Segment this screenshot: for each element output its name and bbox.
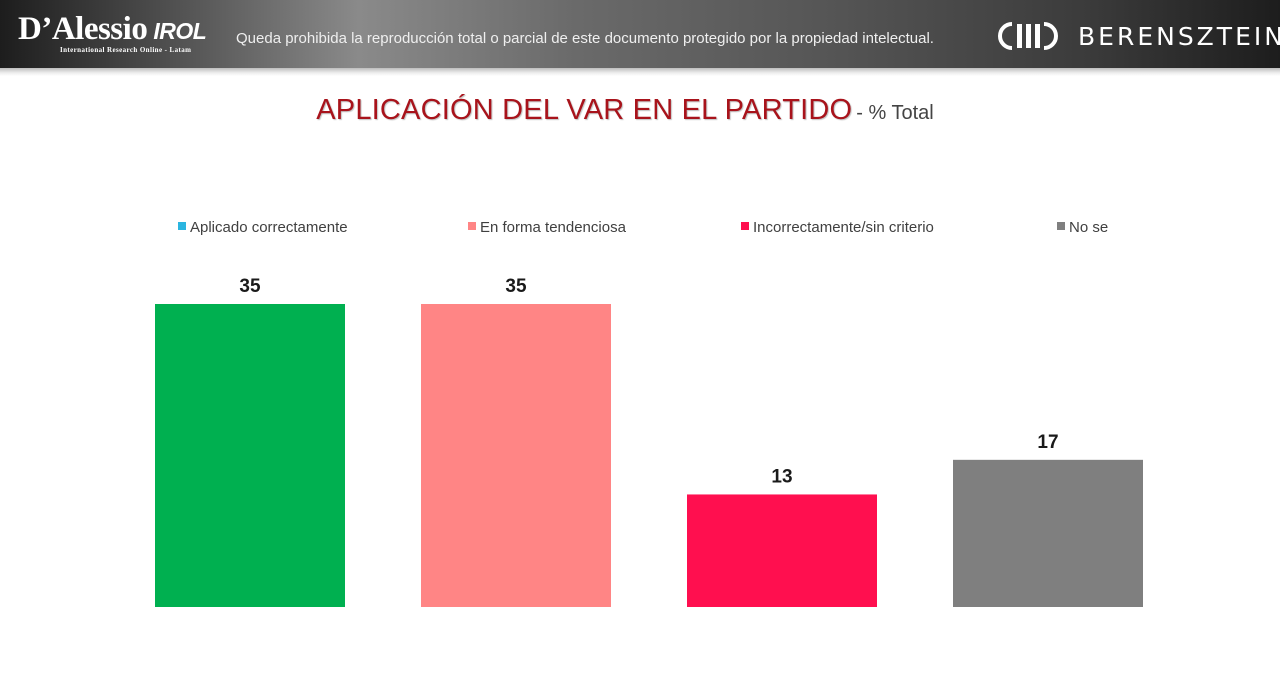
legend-swatch bbox=[178, 222, 186, 230]
bar bbox=[953, 459, 1143, 607]
logo-left-subtitle: International Research Online - Latam bbox=[60, 46, 192, 54]
berensztein-logo-icon bbox=[998, 22, 1058, 50]
data-label: 35 bbox=[505, 276, 527, 297]
dalessio-irol-logo: D’Alessio IROL International Research Onl… bbox=[18, 11, 207, 55]
legend-swatch bbox=[468, 222, 476, 230]
data-label: 13 bbox=[771, 466, 792, 487]
chart-title: APLICACIÓN DEL VAR EN EL PARTIDO bbox=[316, 94, 853, 126]
legend-swatch bbox=[741, 222, 749, 230]
berensztein-logo: BERENSZTEIN bbox=[996, 20, 1280, 52]
data-label: 35 bbox=[239, 276, 261, 297]
bar bbox=[421, 304, 611, 607]
legend-label: Incorrectamente/sin criterio bbox=[753, 219, 934, 236]
berensztein-logo-text: BERENSZTEIN bbox=[1078, 21, 1280, 51]
data-label: 17 bbox=[1037, 432, 1058, 453]
bar bbox=[687, 494, 877, 607]
header-bar bbox=[0, 0, 1280, 68]
chart-subtitle: - % Total bbox=[856, 102, 934, 124]
legend-label: En forma tendenciosa bbox=[480, 219, 627, 236]
legend-label: No se bbox=[1069, 219, 1108, 236]
copyright-disclaimer: Queda prohibida la reproducción total o … bbox=[236, 30, 934, 47]
legend-swatch bbox=[1057, 222, 1065, 230]
legend-label: Aplicado correctamente bbox=[190, 219, 348, 236]
logo-left-irol-text: IROL bbox=[153, 18, 207, 44]
logo-left-main-text: D’Alessio bbox=[18, 11, 148, 47]
header-shadow bbox=[0, 68, 1280, 76]
bar bbox=[155, 304, 345, 607]
chart-title-block: APLICACIÓN DEL VAR EN EL PARTIDO - % Tota… bbox=[0, 94, 1250, 127]
